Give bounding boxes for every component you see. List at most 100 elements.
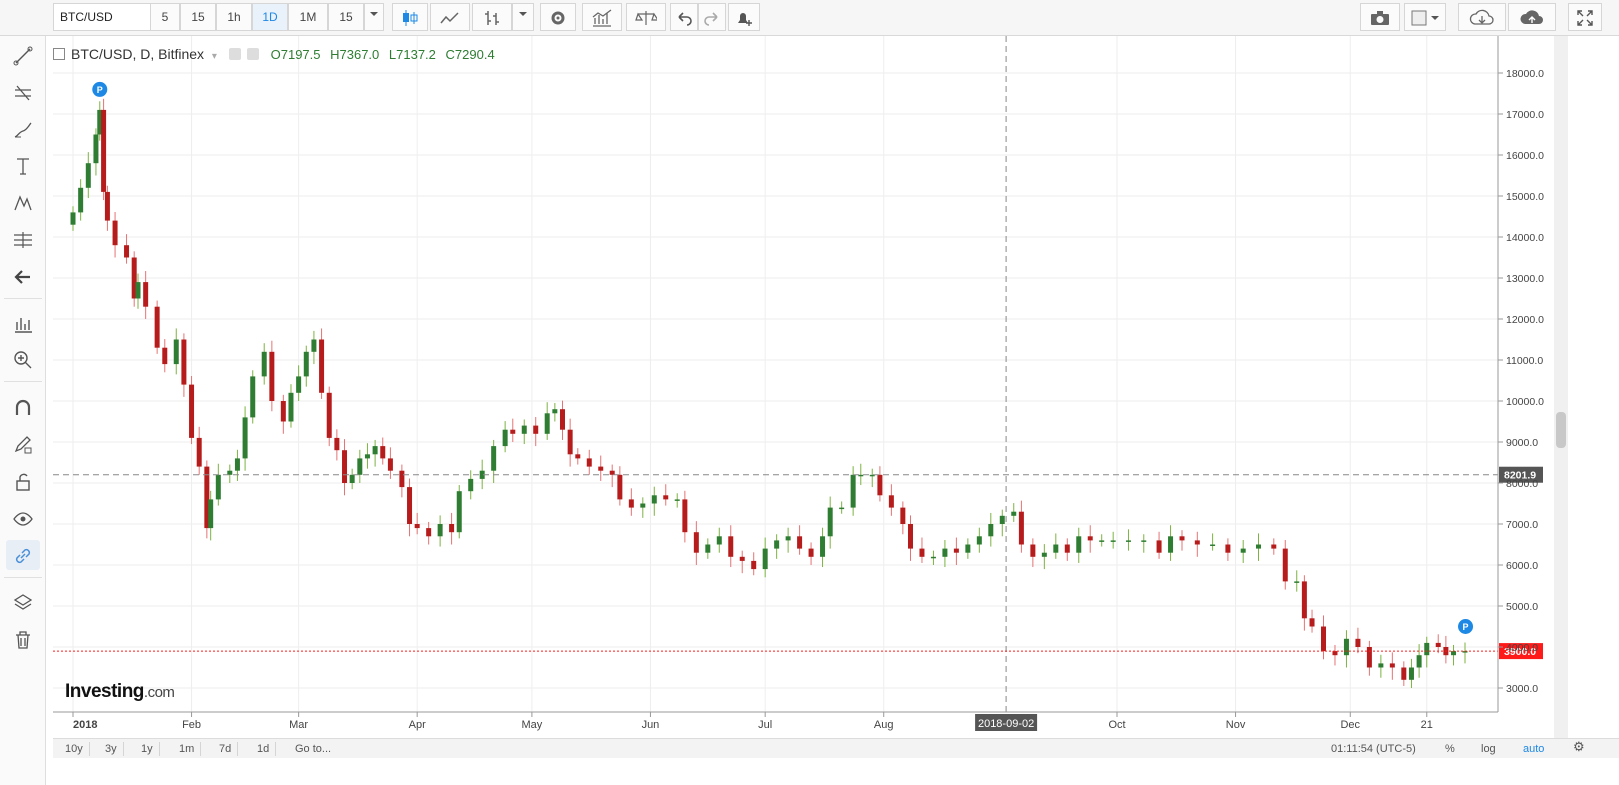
legend-title: BTC/USD, D, Bitfinex [71, 46, 205, 62]
chart-settings-gear-icon[interactable]: ⚙ [1573, 739, 1585, 754]
range-1d[interactable]: 1d [251, 742, 277, 756]
link-icon[interactable] [6, 540, 40, 570]
y-tick-label: 9000.0 [1506, 437, 1538, 449]
layout-select-icon[interactable] [1404, 3, 1446, 31]
text-icon[interactable] [6, 150, 40, 180]
layers-icon[interactable] [6, 587, 40, 617]
clock-timezone[interactable]: 01:11:54 (UTC-5) [1331, 743, 1416, 755]
bottom-toolbar: 10y 3y 1y 1m 7d 1d Go to... 01:11:54 (UT… [53, 738, 1619, 758]
candle [162, 347, 168, 365]
last-price-tag [1499, 643, 1543, 660]
candle [364, 454, 370, 459]
candle [85, 163, 91, 188]
candle [502, 429, 508, 447]
candle [196, 437, 202, 467]
candle [850, 474, 856, 508]
trash-icon[interactable] [6, 624, 40, 654]
candle [1378, 663, 1384, 668]
interval-1m[interactable]: 1M [288, 3, 328, 31]
interval-15m[interactable]: 15 [180, 3, 216, 31]
candle [227, 470, 233, 475]
range-1y[interactable]: 1y [135, 742, 160, 756]
fullscreen-icon[interactable] [1568, 3, 1602, 31]
alert-bell-icon[interactable] [728, 3, 760, 31]
unlock-icon[interactable] [6, 466, 40, 496]
scrollbar-thumb[interactable] [1556, 412, 1566, 448]
line-style-icon[interactable] [430, 3, 470, 31]
legend-dropdown-icon[interactable]: ▾ [211, 51, 217, 62]
settings-gear-icon[interactable] [540, 3, 576, 31]
compare-scale-icon[interactable] [626, 3, 666, 31]
candle [319, 339, 325, 393]
magnet-icon[interactable] [6, 392, 40, 422]
interval-custom[interactable]: 15 [328, 3, 364, 31]
price-chart[interactable]: 8201.9 3900.0 2018-09-02 P P 3000.0 4000.0 500… [53, 36, 1619, 738]
candle [617, 474, 623, 500]
undo-icon[interactable] [670, 3, 698, 31]
candle [303, 351, 309, 377]
eye-icon[interactable] [6, 503, 40, 533]
candle [372, 446, 378, 455]
percent-scale-toggle[interactable]: % [1445, 743, 1455, 755]
camera-icon[interactable] [1360, 3, 1400, 31]
last-price-label: 3900.0 [1504, 646, 1536, 658]
interval-5m[interactable]: 5 [150, 3, 180, 31]
settings-small-icon[interactable] [246, 48, 259, 60]
candle [399, 470, 405, 488]
y-tick-label: 8000.0 [1506, 478, 1538, 490]
candles-style-icon[interactable] [392, 3, 428, 31]
indicators-icon[interactable] [6, 308, 40, 338]
range-3y[interactable]: 3y [99, 742, 124, 756]
candle [1064, 544, 1070, 553]
candle [575, 454, 581, 459]
arrow-left-icon[interactable] [6, 261, 40, 291]
candle [1389, 663, 1395, 668]
candle [965, 544, 971, 553]
candle [858, 474, 864, 477]
candle [173, 339, 179, 365]
redo-icon[interactable] [698, 3, 726, 31]
interval-1h[interactable]: 1h [216, 3, 252, 31]
candle [552, 409, 558, 414]
brush-icon[interactable] [6, 114, 40, 144]
legend-high: H7367.0 [330, 47, 380, 62]
logo-suffix: .com [143, 684, 175, 701]
log-scale-toggle[interactable]: log [1481, 743, 1496, 755]
collapse-legend-icon[interactable] [53, 48, 65, 60]
cloud-upload-icon[interactable] [1508, 3, 1556, 31]
crosshair-price-tag [1499, 466, 1543, 483]
visibility-icon[interactable] [228, 48, 241, 60]
pattern-icon[interactable] [6, 187, 40, 217]
zoom-in-icon[interactable] [6, 344, 40, 374]
range-1m[interactable]: 1m [173, 742, 202, 756]
trend-line-icon[interactable] [6, 40, 40, 70]
interval-1d[interactable]: 1D [252, 3, 288, 31]
symbol-search-input[interactable]: BTC/USD [53, 3, 153, 31]
bars-style-icon[interactable] [472, 3, 512, 31]
goto-date-button[interactable]: Go to... [295, 743, 332, 755]
interval-dropdown-icon[interactable] [364, 3, 384, 31]
legend-open: O7197.5 [270, 47, 321, 62]
vertical-scrollbar[interactable] [1554, 36, 1568, 738]
indicators-chart-icon[interactable] [582, 3, 622, 31]
candle [215, 474, 221, 500]
range-7d[interactable]: 7d [213, 742, 239, 756]
candle [468, 478, 474, 492]
auto-scale-toggle[interactable]: auto [1523, 743, 1545, 755]
pencil-lock-icon[interactable] [6, 429, 40, 459]
measure-icon[interactable] [6, 224, 40, 254]
x-tick-label: Oct [1108, 719, 1125, 731]
marker-p-icon [1458, 619, 1474, 634]
cloud-download-icon[interactable] [1458, 3, 1506, 31]
y-tick-label: 18000.0 [1506, 68, 1544, 80]
candle [716, 536, 722, 545]
candle [1125, 540, 1131, 542]
fib-icon[interactable] [6, 77, 40, 107]
candle [1282, 548, 1288, 582]
candle [342, 450, 348, 483]
range-10y[interactable]: 10y [59, 742, 90, 756]
candle [877, 474, 883, 496]
y-tick-label: 6000.0 [1506, 560, 1538, 572]
chart-style-dropdown-icon[interactable] [512, 3, 534, 31]
candle [1156, 540, 1162, 553]
